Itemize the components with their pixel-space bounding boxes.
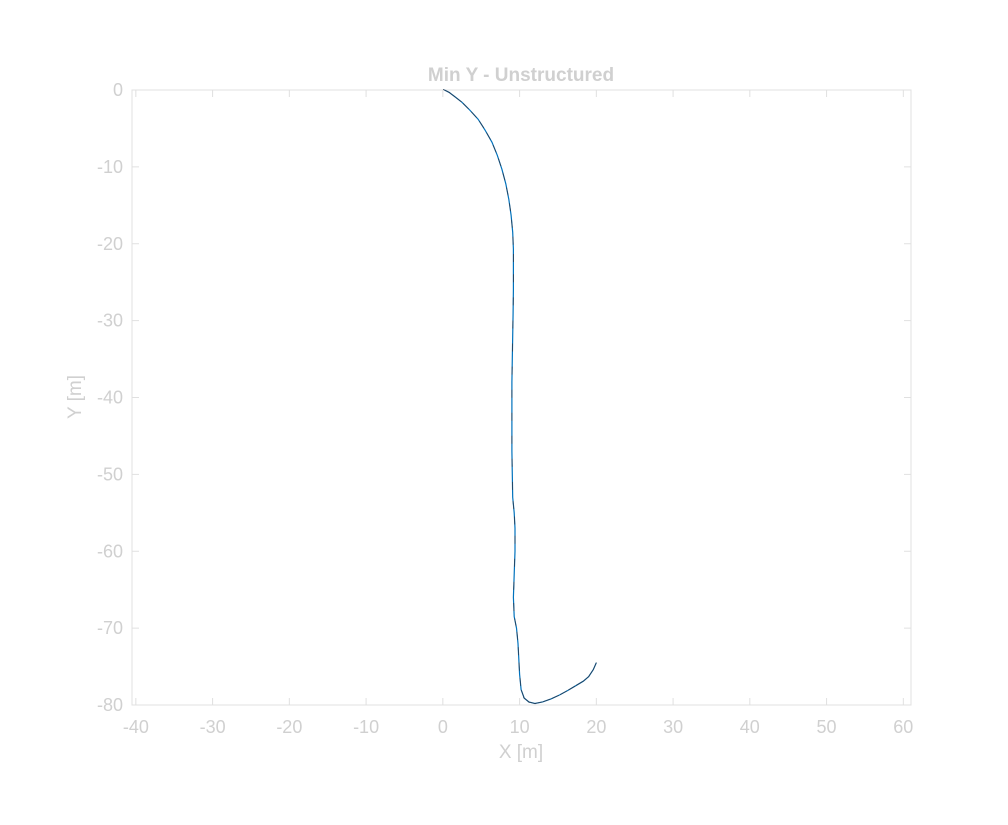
heading-mark [502,172,506,181]
x-tick-label: 40 [740,717,760,737]
axis-ticks: -40 -30 -20 -10 0 10 20 30 40 50 60 0 -10 -20 -30 -40 -5… [97,80,913,737]
y-tick-label: -50 [97,464,123,484]
plot-box [131,89,912,706]
heading-mark [516,631,519,640]
heading-mark [470,111,477,118]
plot-area [131,89,912,706]
heading-mark [534,701,543,704]
heading-mark [479,120,485,129]
heading-mark [575,681,584,686]
y-tick-label: -10 [97,157,123,177]
x-tick-label: -10 [353,717,379,737]
heading-mark [509,203,511,212]
heading-mark [512,501,515,510]
series-layer [442,89,597,705]
heading-mark [568,685,576,691]
y-tick-label: -30 [97,311,123,331]
x-tick-label: 10 [510,717,530,737]
y-axis-label: Y [m] [65,375,86,419]
heading-mark [511,219,513,228]
y-tick-label: -80 [97,695,123,715]
y-tick-label: -40 [97,388,123,408]
y-tick-label: 0 [113,80,123,100]
heading-mark [520,689,525,698]
heading-mark [592,662,597,670]
heading-mark [527,701,536,705]
heading-mark [455,96,462,103]
x-axis-label: X [m] [499,742,543,763]
heading-mark [492,144,497,153]
x-tick-label: 60 [893,717,913,737]
heading-mark [498,158,502,167]
heading-mark [462,103,469,110]
x-tick-label: -30 [200,717,226,737]
x-tick-label: 20 [586,717,606,737]
heading-mark [448,91,456,98]
x-tick-label: 30 [663,717,683,737]
x-tick-label: 0 [438,717,448,737]
heading-mark [582,675,590,682]
heading-mark [519,677,522,686]
heading-mark [551,694,560,699]
heading-mark [486,132,491,140]
x-tick-label: -20 [276,717,302,737]
y-tick-label: -60 [97,541,123,561]
x-tick-label: 50 [817,717,837,737]
y-tick-label: -20 [97,234,123,254]
heading-mark [514,618,517,627]
heading-mark [560,690,568,695]
heading-mark [588,669,594,677]
x-tick-label: -40 [123,717,149,737]
y-tick-label: -70 [97,618,123,638]
chart-title: Min Y - Unstructured [428,65,614,86]
heading-mark [506,187,509,196]
heading-mark [542,698,551,703]
